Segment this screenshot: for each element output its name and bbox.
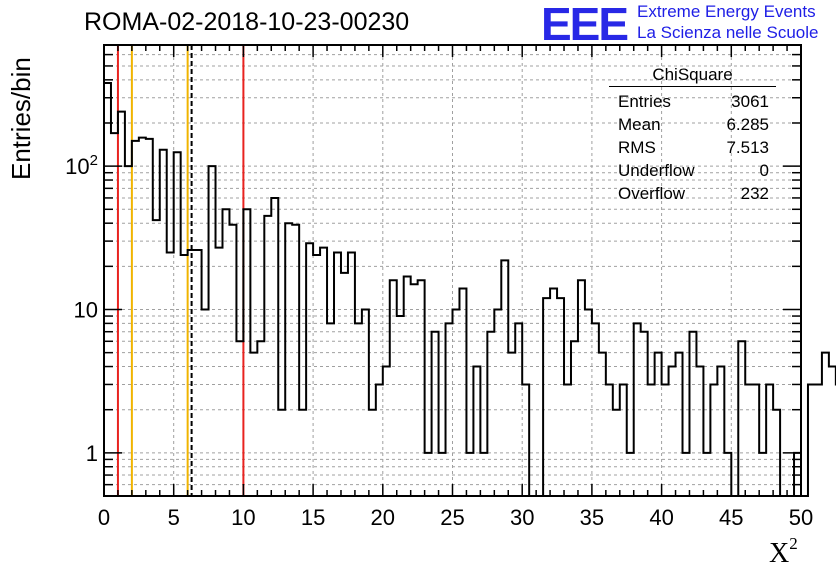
x-tick-label: 50 — [789, 505, 813, 530]
stats-row-rms: RMS 7.513 — [609, 136, 776, 159]
stats-value: 3061 — [731, 92, 769, 111]
stats-label: Mean — [618, 115, 661, 134]
stats-row-overflow: Overflow 232 — [609, 182, 776, 205]
histogram-series — [104, 82, 836, 497]
chart-title: ROMA-02-2018-10-23-00230 — [84, 8, 410, 36]
x-tick-label: 30 — [510, 505, 534, 530]
x-axis-ticks: 0 5 10 15 20 25 30 35 40 45 50 — [98, 45, 813, 530]
stats-title: ChiSquare — [609, 65, 776, 87]
eee-logo-mark: EEE — [541, 0, 629, 50]
x-tick-label: 10 — [231, 505, 255, 530]
x-tick-label: 15 — [301, 505, 325, 530]
logo-subtitle-1: Extreme Energy Events — [637, 2, 816, 21]
grid-lines — [104, 45, 801, 496]
reference-lines — [116, 45, 245, 496]
stats-row-underflow: Underflow 0 — [609, 159, 776, 182]
y-tick-label: 1 — [86, 441, 98, 466]
stats-label: RMS — [618, 138, 656, 157]
logo-subtitle-2: La Scienza nelle Scuole — [637, 23, 819, 42]
stats-value: 0 — [759, 161, 769, 180]
stats-label: Entries — [618, 92, 671, 111]
y-axis-label: Entries/bin — [6, 57, 36, 180]
stats-box: ChiSquare Entries 3061 Mean 6.285 RMS 7.513 Un… — [609, 65, 776, 205]
stats-value: 232 — [740, 184, 769, 203]
stats-row-entries: Entries 3061 — [609, 90, 776, 113]
x-tick-label: 35 — [580, 505, 604, 530]
y-tick-label: 10 — [74, 297, 98, 322]
stats-value: 6.285 — [726, 115, 769, 134]
x-axis-label-base: X — [769, 538, 790, 569]
stats-value: 7.513 — [726, 138, 769, 157]
stats-label: Underflow — [618, 161, 695, 180]
x-axis-label: X2 — [769, 534, 798, 570]
y-axis-ticks: 1 10 102 — [65, 53, 801, 486]
x-axis-label-sup: 2 — [789, 534, 798, 553]
x-tick-label: 40 — [649, 505, 673, 530]
stats-label: Overflow — [618, 184, 686, 203]
stats-row-mean: Mean 6.285 — [609, 113, 776, 136]
y-tick-label: 102 — [65, 152, 98, 179]
x-tick-label: 45 — [719, 505, 743, 530]
x-tick-label: 5 — [168, 505, 180, 530]
x-tick-label: 20 — [371, 505, 395, 530]
x-tick-label: 25 — [440, 505, 464, 530]
x-tick-label: 0 — [98, 505, 110, 530]
